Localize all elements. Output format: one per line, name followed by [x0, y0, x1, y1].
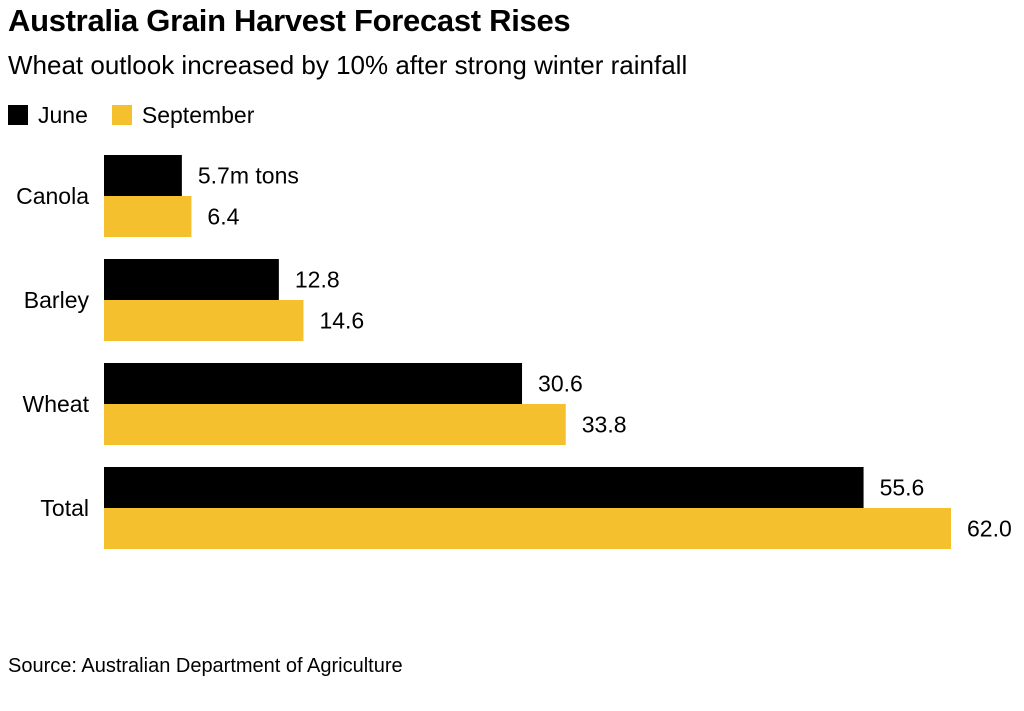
- source-note: Source: Australian Department of Agricul…: [8, 655, 403, 677]
- data-label: 30.6: [538, 371, 583, 397]
- bar-june-total: [104, 467, 864, 508]
- category-label: Barley: [24, 287, 90, 313]
- data-label: 55.6: [880, 475, 925, 501]
- bar-group-total: Total 55.6 62.0: [40, 467, 1012, 549]
- bar-september-total: [104, 508, 951, 549]
- bar-group-canola: Canola 5.7m tons 6.4: [16, 155, 299, 237]
- data-label: 5.7m tons: [198, 163, 299, 189]
- legend-item-september: September: [111, 101, 255, 129]
- chart-title: Australia Grain Harvest Forecast Rises: [8, 3, 571, 38]
- bar-september-wheat: [104, 404, 566, 445]
- data-label: 62.0: [967, 516, 1012, 542]
- legend-swatch-june: [8, 105, 28, 125]
- bar-june-wheat: [104, 363, 523, 404]
- chart-subtitle: Wheat outlook increased by 10% after str…: [8, 50, 688, 80]
- legend-label-september: September: [141, 101, 255, 128]
- data-label: 6.4: [207, 204, 239, 230]
- bar-june-canola: [104, 155, 182, 196]
- legend-swatch-september: [111, 105, 132, 125]
- bar-group-wheat: Wheat 30.6 33.8: [23, 363, 627, 445]
- bar-september-canola: [104, 196, 192, 237]
- category-label: Total: [40, 495, 89, 521]
- bar-group-barley: Barley 12.8 14.6: [24, 259, 364, 341]
- data-label: 14.6: [319, 308, 364, 334]
- category-label: Wheat: [23, 391, 90, 417]
- data-label: 33.8: [582, 412, 627, 438]
- bar-june-barley: [104, 259, 279, 300]
- legend: June September: [8, 100, 278, 130]
- legend-label-june: June: [38, 101, 88, 128]
- legend-item-june: June: [8, 102, 88, 129]
- data-label: 12.8: [295, 267, 340, 293]
- category-label: Canola: [16, 183, 89, 209]
- bar-chart: Canola 5.7m tons 6.4 Barley 12.8 14.6 Wheat 30.…: [16, 155, 1012, 549]
- bar-september-barley: [104, 300, 304, 341]
